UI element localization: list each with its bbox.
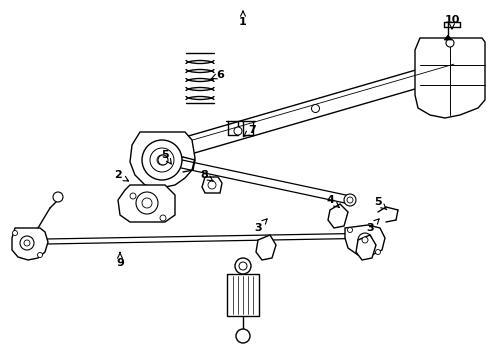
Text: 1: 1 [239, 11, 247, 27]
Polygon shape [227, 274, 259, 316]
Circle shape [312, 104, 319, 112]
Circle shape [347, 197, 353, 203]
Text: 6: 6 [211, 70, 224, 80]
Circle shape [234, 127, 242, 135]
Text: 7: 7 [243, 125, 256, 137]
Circle shape [158, 155, 168, 165]
Polygon shape [130, 132, 195, 188]
Circle shape [375, 249, 381, 255]
Circle shape [208, 181, 216, 189]
Text: 8: 8 [200, 170, 213, 181]
Polygon shape [356, 235, 376, 260]
Circle shape [236, 329, 250, 343]
Circle shape [136, 192, 158, 214]
Circle shape [347, 228, 352, 233]
Polygon shape [12, 228, 48, 260]
Polygon shape [328, 204, 348, 228]
Circle shape [446, 39, 454, 47]
Text: 3: 3 [366, 219, 379, 233]
Circle shape [13, 230, 18, 235]
Circle shape [362, 237, 368, 243]
Circle shape [239, 262, 247, 270]
Text: 5: 5 [374, 197, 387, 210]
Circle shape [358, 233, 372, 247]
Circle shape [142, 198, 152, 208]
Circle shape [130, 193, 136, 199]
Text: 5: 5 [161, 150, 172, 164]
Circle shape [24, 240, 30, 246]
Circle shape [142, 140, 182, 180]
Text: 10: 10 [444, 15, 460, 29]
Circle shape [160, 215, 166, 221]
Text: 9: 9 [116, 252, 124, 268]
Circle shape [20, 236, 34, 250]
Circle shape [235, 258, 251, 274]
Polygon shape [143, 59, 458, 167]
Circle shape [38, 252, 43, 257]
Circle shape [150, 148, 174, 172]
Circle shape [157, 155, 167, 165]
Polygon shape [256, 235, 276, 260]
Circle shape [53, 192, 63, 202]
Text: 4: 4 [326, 195, 339, 207]
Polygon shape [345, 225, 385, 255]
Polygon shape [444, 35, 452, 40]
Text: 2: 2 [114, 170, 128, 181]
Polygon shape [202, 177, 222, 193]
Circle shape [344, 194, 356, 206]
Polygon shape [415, 38, 485, 118]
Polygon shape [118, 185, 175, 222]
Text: 3: 3 [254, 219, 267, 233]
